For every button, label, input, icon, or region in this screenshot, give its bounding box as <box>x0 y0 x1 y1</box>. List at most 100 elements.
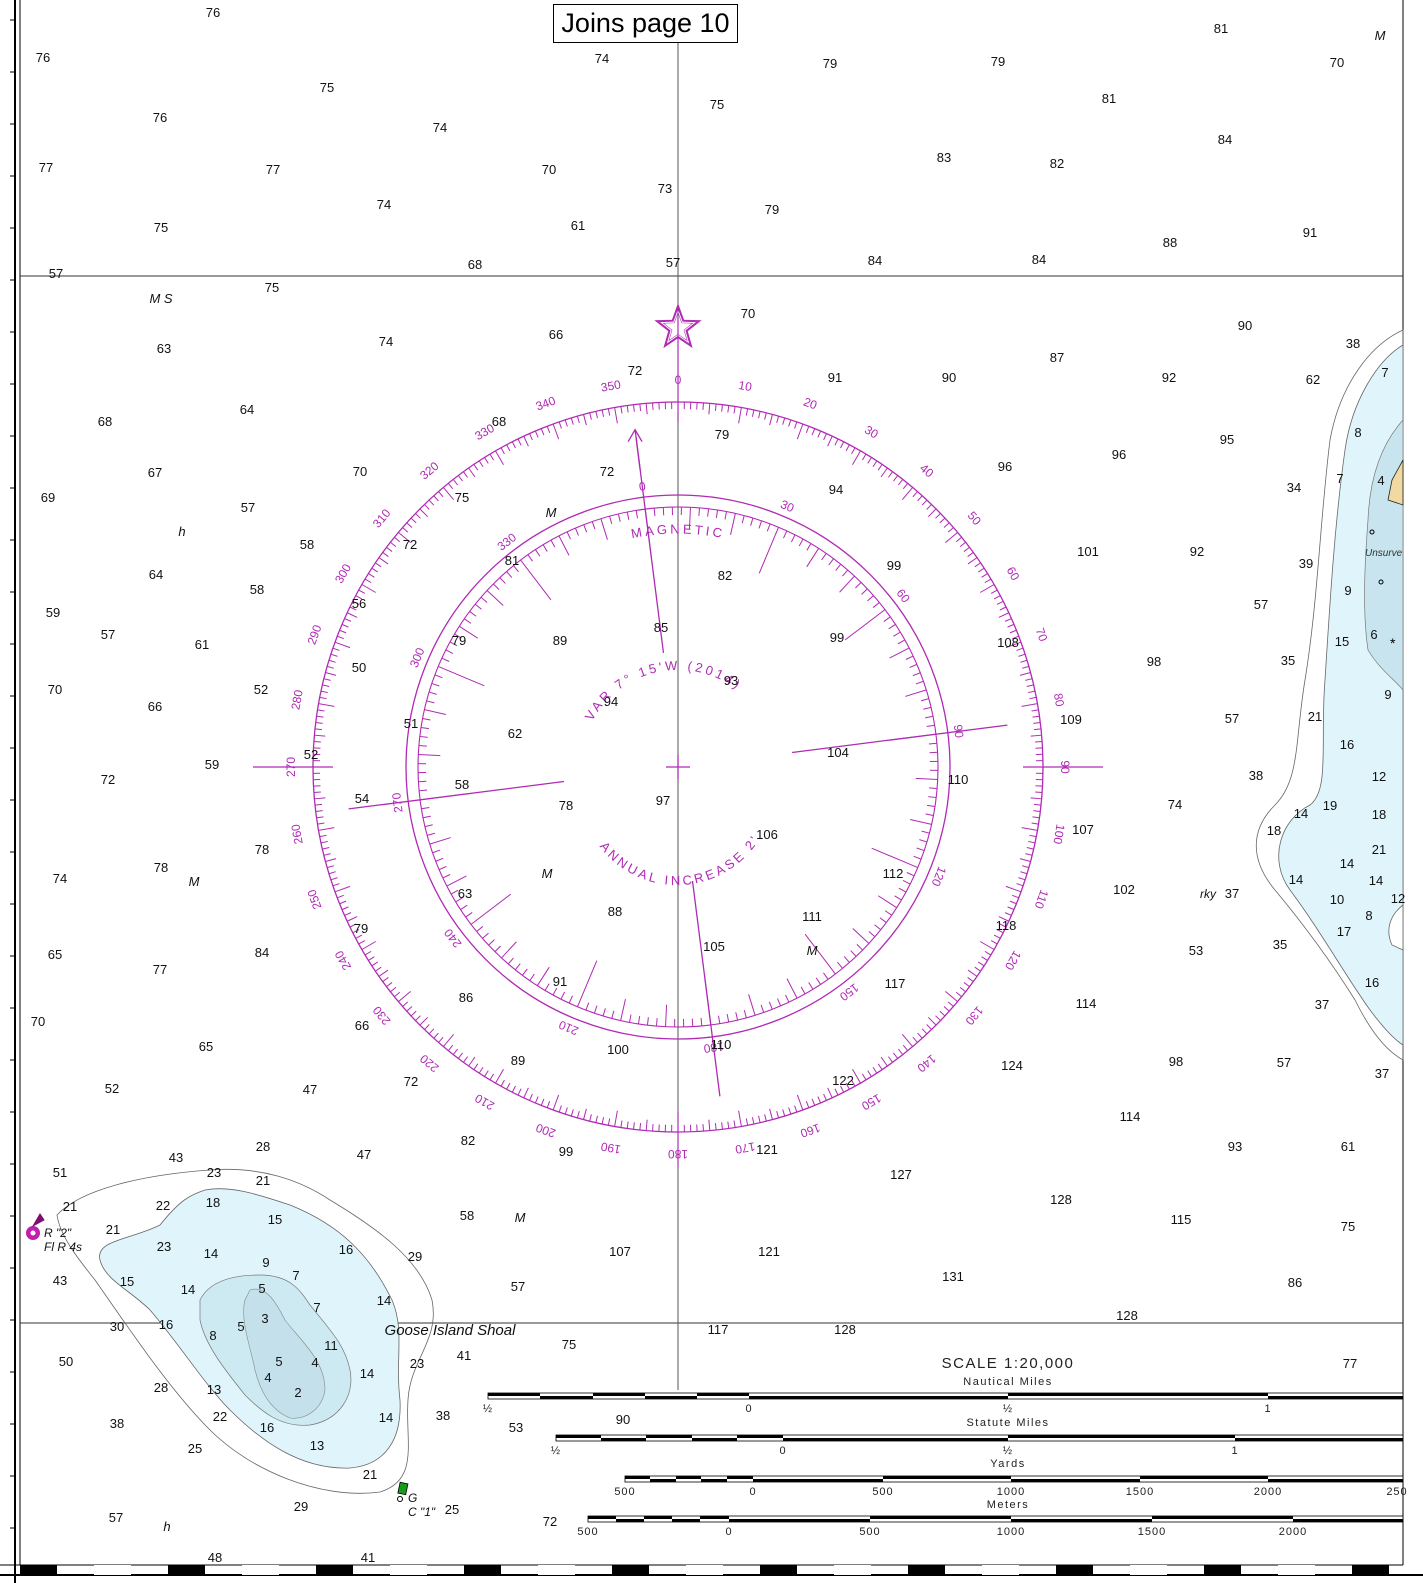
svg-text:½: ½ <box>483 1403 493 1415</box>
sounding: 29 <box>408 1249 422 1264</box>
sounding: 70 <box>353 464 367 479</box>
variation-label: VAR 7° 15'W (2014) <box>582 658 746 723</box>
joins-page-label[interactable]: Joins page 10 <box>553 4 738 43</box>
sounding: 39 <box>1299 556 1313 571</box>
sounding: 91 <box>1303 225 1317 240</box>
sounding: 75 <box>320 80 334 95</box>
sounding: 25 <box>445 1502 459 1517</box>
sounding: 57 <box>1277 1055 1291 1070</box>
sounding: 51 <box>404 716 418 731</box>
sounding: 53 <box>509 1420 523 1435</box>
sounding: 6 <box>1370 627 1377 642</box>
sounding: 88 <box>1163 235 1177 250</box>
sounding: 81 <box>1214 21 1228 36</box>
sounding: 86 <box>1288 1275 1302 1290</box>
sounding: 21 <box>1308 709 1322 724</box>
sounding: 68 <box>98 414 112 429</box>
sounding: 63 <box>157 341 171 356</box>
sounding: 16 <box>260 1420 274 1435</box>
eastern-inner-depth-area-south <box>1388 904 1404 951</box>
sounding: 3 <box>261 1311 268 1326</box>
true-bearing-label: 190 <box>599 1139 621 1156</box>
sounding: 102 <box>1113 882 1135 897</box>
island-land-area <box>1387 459 1404 506</box>
sounding: 76 <box>36 50 50 65</box>
sounding: 47 <box>357 1147 371 1162</box>
sounding: 72 <box>101 772 115 787</box>
green-buoy[interactable] <box>397 1481 409 1502</box>
sounding: 57 <box>49 266 63 281</box>
sounding: 78 <box>154 860 168 875</box>
sounding: 28 <box>256 1139 270 1154</box>
sounding: 93 <box>724 673 738 688</box>
sounding: 77 <box>266 162 280 177</box>
sounding: 22 <box>213 1409 227 1424</box>
sounding: 16 <box>339 1242 353 1257</box>
true-bearing-label: 170 <box>734 1139 756 1156</box>
sounding: 18 <box>1267 823 1281 838</box>
sounding: 57 <box>1225 711 1239 726</box>
magnetic-bearing-label: 300 <box>407 645 428 669</box>
sounding: 10 <box>1330 892 1344 907</box>
sounding: 82 <box>718 568 732 583</box>
true-bearing-label: 130 <box>962 1003 986 1028</box>
svg-text:0: 0 <box>779 1445 786 1457</box>
sounding: 8 <box>1365 908 1372 923</box>
scale-title: SCALE 1:20,000 <box>942 1355 1075 1372</box>
rock-symbol <box>1369 529 1375 535</box>
sounding: 99 <box>559 1144 573 1159</box>
true-bearing-label: 240 <box>332 948 354 973</box>
sounding: 131 <box>942 1269 964 1284</box>
sounding: 52 <box>105 1081 119 1096</box>
green-buoy-name: G <box>408 1491 417 1505</box>
sounding: 95 <box>1220 432 1234 447</box>
sounding: 76 <box>206 5 220 20</box>
sounding: 9 <box>1384 687 1391 702</box>
sounding: 65 <box>199 1039 213 1054</box>
sounding: 75 <box>1341 1219 1355 1234</box>
svg-text:500: 500 <box>577 1526 598 1538</box>
sounding: 5 <box>237 1319 244 1334</box>
sounding: 64 <box>240 402 254 417</box>
sounding: 66 <box>549 327 563 342</box>
north-star-icon <box>654 303 702 349</box>
sounding: 100 <box>607 1042 629 1057</box>
sounding: 99 <box>830 630 844 645</box>
sounding: 121 <box>756 1142 778 1157</box>
magnetic-bearing-label: 210 <box>556 1017 580 1038</box>
sounding: 56 <box>352 596 366 611</box>
sounding: 35 <box>1273 937 1287 952</box>
sounding: 82 <box>461 1133 475 1148</box>
sounding: 41 <box>361 1550 375 1565</box>
sounding: 23 <box>207 1165 221 1180</box>
yards-title: Yards <box>990 1458 1025 1470</box>
sounding: 14 <box>360 1366 374 1381</box>
sounding: 90 <box>942 370 956 385</box>
sounding: 91 <box>828 370 842 385</box>
sounding: 74 <box>379 334 393 349</box>
rocky-note: rky <box>1200 887 1217 901</box>
svg-text:2000: 2000 <box>1279 1526 1307 1538</box>
sounding: 107 <box>1072 822 1094 837</box>
sounding: 90 <box>616 1412 630 1427</box>
true-bearing-label: 70 <box>1033 626 1051 644</box>
sounding: 63 <box>458 886 472 901</box>
sounding: 28 <box>154 1380 168 1395</box>
sounding: 104 <box>827 745 849 760</box>
unsurveyed-note: Unsurve <box>1365 548 1403 559</box>
sounding: 14 <box>379 1410 393 1425</box>
svg-text:250: 250 <box>1386 1486 1407 1498</box>
svg-text:1500: 1500 <box>1138 1526 1166 1538</box>
red-buoy[interactable] <box>26 1213 45 1240</box>
sounding: 127 <box>890 1167 912 1182</box>
sounding: 94 <box>829 482 843 497</box>
sounding: 7 <box>313 1300 320 1315</box>
sounding: 13 <box>207 1382 221 1397</box>
sounding: 18 <box>206 1195 220 1210</box>
sounding: 68 <box>468 257 482 272</box>
magnetic-bearing-label: 30 <box>779 497 797 515</box>
sounding: 16 <box>1365 975 1379 990</box>
sounding: 16 <box>1340 737 1354 752</box>
sounding: 75 <box>710 97 724 112</box>
sounding: 77 <box>39 160 53 175</box>
